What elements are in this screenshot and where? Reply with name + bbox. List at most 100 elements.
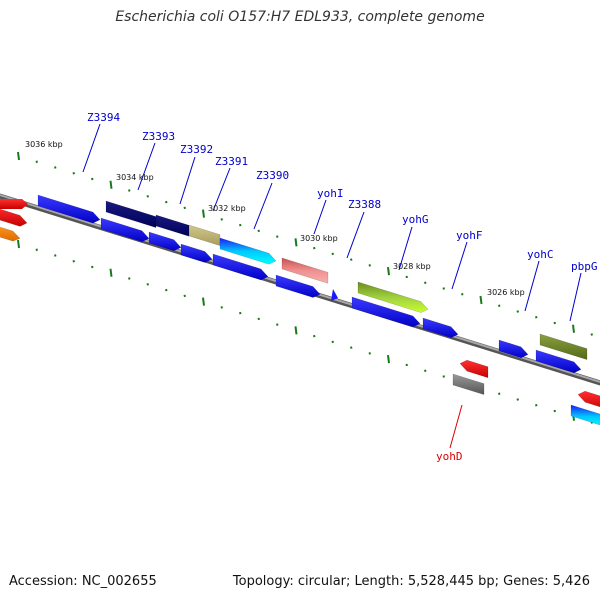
gene-labels[interactable]: Z3394 Z3393 Z3392 Z3391 Z3390 yohI Z3388… — [87, 111, 598, 463]
tick-mark — [128, 277, 131, 280]
tick-mark — [350, 346, 353, 349]
tick-mark — [72, 260, 75, 263]
leader-line — [449, 404, 463, 449]
tick-mark — [313, 334, 316, 338]
tick-mark — [220, 306, 223, 309]
tick-mark — [54, 254, 57, 257]
tick-mark — [128, 189, 131, 192]
tick-mark — [553, 409, 556, 413]
tick-mark — [535, 404, 538, 407]
forward-strand-genes[interactable] — [0, 187, 28, 221]
map-title: Escherichia coli O157:H7 EDL933, complet… — [115, 9, 485, 25]
tick-mark — [368, 264, 371, 267]
tick-mark — [424, 281, 427, 284]
gene-feature[interactable] — [37, 194, 101, 224]
tick-mark — [442, 375, 445, 378]
tick-mark — [424, 369, 427, 372]
tick-mark — [387, 355, 390, 364]
tick-mark — [572, 324, 575, 333]
gene-feature[interactable] — [105, 200, 157, 228]
kbp-marker: 3036 kbp — [25, 140, 63, 149]
tick-mark — [146, 283, 149, 286]
kbp-marker: 3034 kbp — [116, 173, 154, 182]
gene-feature[interactable] — [0, 206, 28, 227]
tick-mark — [54, 166, 57, 169]
tick-mark — [276, 323, 279, 326]
tick-mark — [461, 292, 464, 296]
leader-line — [137, 142, 156, 191]
gene-feature[interactable] — [212, 253, 269, 281]
tick-mark — [183, 294, 186, 298]
gene-label-yohf[interactable]: yohF — [456, 229, 483, 242]
leader-line — [398, 226, 413, 271]
gene-label-z3391[interactable]: Z3391 — [215, 155, 248, 168]
tick-mark — [35, 160, 38, 164]
tick-mark — [442, 287, 445, 290]
leader-line — [346, 211, 365, 259]
gene-label-yohg[interactable]: yohG — [402, 213, 429, 226]
gene-label-yohd[interactable]: yohD — [436, 450, 463, 463]
gene-feature[interactable] — [539, 333, 588, 360]
gene-feature[interactable] — [180, 243, 213, 263]
gene-label-z3388[interactable]: Z3388 — [348, 198, 381, 211]
tick-mark — [202, 297, 205, 306]
gene-feature[interactable] — [535, 349, 582, 374]
gene-feature[interactable] — [0, 224, 21, 242]
tick-mark — [479, 295, 483, 305]
tick-mark — [239, 311, 242, 315]
gene-feature[interactable] — [219, 237, 277, 265]
tick-mark — [109, 180, 113, 189]
leader-line — [179, 156, 196, 205]
gene-label-z3394[interactable]: Z3394 — [87, 111, 120, 124]
tick-mark — [91, 265, 94, 269]
tick-mark — [257, 317, 260, 321]
gene-label-pbpg[interactable]: pbpG — [571, 260, 598, 273]
gene-feature[interactable] — [155, 214, 190, 237]
tick-mark — [257, 229, 260, 233]
gene-features[interactable] — [0, 194, 600, 428]
tick-mark — [313, 246, 316, 250]
gene-label-z3390[interactable]: Z3390 — [256, 169, 289, 182]
tick-mark — [368, 352, 371, 355]
gene-feature[interactable] — [422, 317, 459, 338]
gene-feature[interactable] — [570, 404, 600, 428]
leader-line — [212, 167, 231, 212]
gene-feature[interactable] — [188, 224, 221, 246]
tick-mark — [239, 223, 242, 227]
gene-feature[interactable] — [275, 274, 321, 298]
tick-mark — [516, 398, 519, 401]
gene-feature[interactable] — [331, 289, 338, 301]
tick-mark — [35, 248, 38, 252]
tick-mark — [387, 267, 390, 276]
tick-mark — [331, 252, 334, 256]
tick-mark — [553, 321, 556, 325]
gene-label-yohc[interactable]: yohC — [527, 248, 554, 261]
accession-text: Accession: NC_002655 — [9, 574, 157, 589]
gene-feature[interactable] — [452, 373, 485, 395]
gene-label-z3393[interactable]: Z3393 — [142, 130, 175, 143]
gene-feature[interactable] — [357, 281, 429, 313]
tick-mark — [17, 239, 20, 249]
gene-feature[interactable] — [281, 257, 329, 284]
gene-feature[interactable] — [498, 339, 529, 359]
tick-mark — [331, 340, 334, 344]
gene-feature[interactable] — [148, 231, 182, 252]
tick-mark — [350, 258, 353, 261]
tick-mark — [202, 209, 205, 218]
tick-mark — [498, 392, 501, 395]
kbp-markers: 3036 kbp 3034 kbp 3032 kbp 3030 kbp 3028… — [25, 140, 525, 297]
gene-feature[interactable] — [577, 390, 600, 410]
kbp-marker: 3028 kbp — [393, 262, 431, 271]
gene-feature[interactable] — [459, 359, 489, 379]
gene-label-yohi[interactable]: yohI — [317, 187, 344, 200]
gene-label-z3392[interactable]: Z3392 — [180, 143, 213, 156]
tick-mark — [405, 275, 408, 279]
gene-feature[interactable] — [0, 199, 28, 209]
tick-mark — [220, 218, 223, 221]
gene-feature[interactable] — [351, 296, 421, 328]
tick-mark — [405, 363, 408, 367]
tick-mark — [516, 310, 519, 313]
label-leaders — [82, 123, 582, 449]
gene-feature[interactable] — [100, 217, 150, 243]
